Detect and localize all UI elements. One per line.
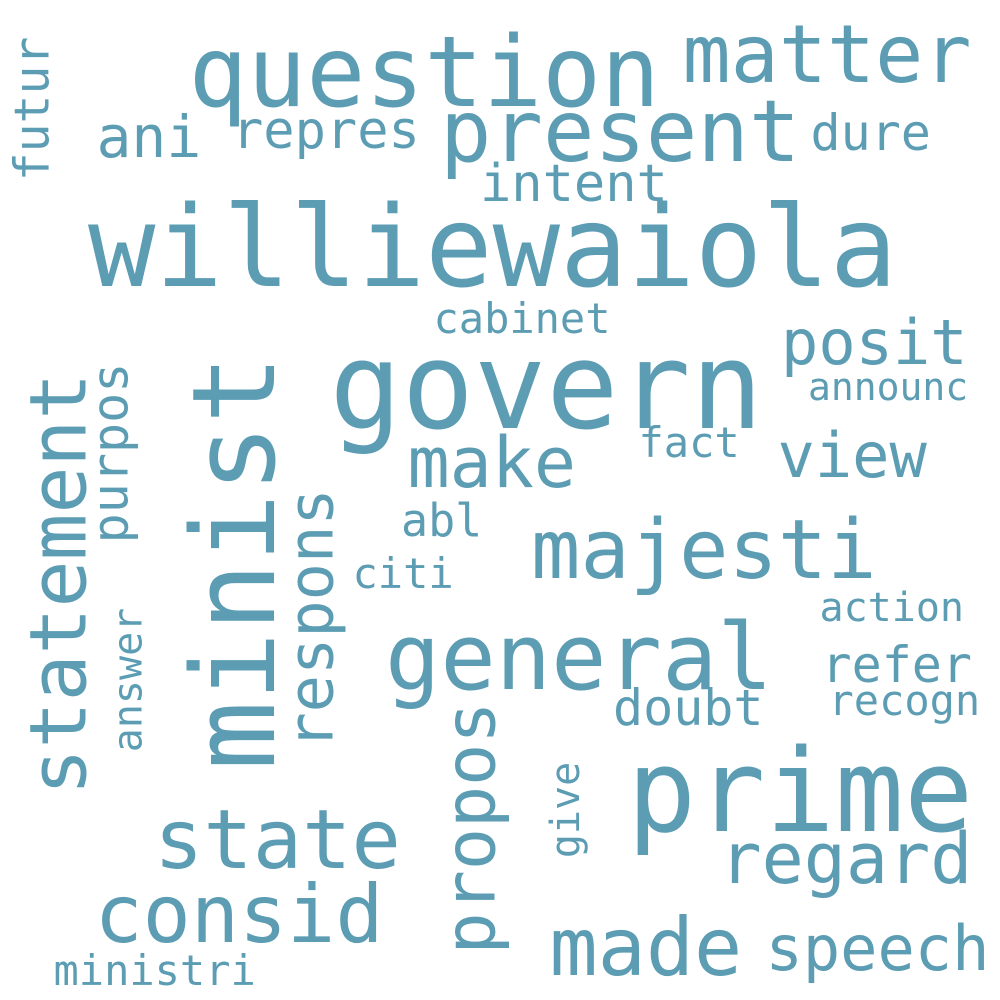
word-present: present <box>440 83 801 182</box>
word-state: state <box>154 793 401 888</box>
word-ani: ani <box>96 103 202 171</box>
word-ministri: ministri <box>53 946 256 995</box>
word-fact: fact <box>638 418 740 467</box>
word-govern: govern <box>329 318 763 457</box>
word-make: make <box>407 422 577 504</box>
word-futur: futur <box>3 36 60 182</box>
word-prime: prime <box>627 725 974 859</box>
word-williewaiola: williewaiola <box>88 183 898 313</box>
word-citi: citi <box>352 549 454 598</box>
word-doubt: doubt <box>613 679 764 737</box>
word-recogn: recogn <box>828 676 981 725</box>
word-respons: respons <box>274 488 348 750</box>
word-posit: posit <box>781 306 968 379</box>
word-announc: announc <box>808 365 969 409</box>
word-cabinet: cabinet <box>433 294 611 343</box>
word-purpos: purpos <box>80 362 139 543</box>
word-abl: abl <box>401 494 483 547</box>
word-action: action <box>819 585 965 631</box>
word-propos: propos <box>428 701 511 955</box>
word-speech: speech <box>765 912 990 985</box>
word-answer: answer <box>104 607 151 753</box>
word-dure: dure <box>810 104 931 162</box>
word-general: general <box>385 604 773 711</box>
word-matter: matter <box>682 8 972 101</box>
word-question: question <box>188 16 660 130</box>
word-refer: refer <box>821 636 973 694</box>
word-majesti: majesti <box>531 503 877 598</box>
word-consid: consid <box>94 868 384 961</box>
word-give: give <box>543 761 590 859</box>
word-view: view <box>777 419 927 492</box>
word-made: made <box>549 901 743 994</box>
word-regard: regard <box>719 818 973 900</box>
word-repres: repres <box>232 101 420 161</box>
word-intent: intent <box>480 154 668 214</box>
